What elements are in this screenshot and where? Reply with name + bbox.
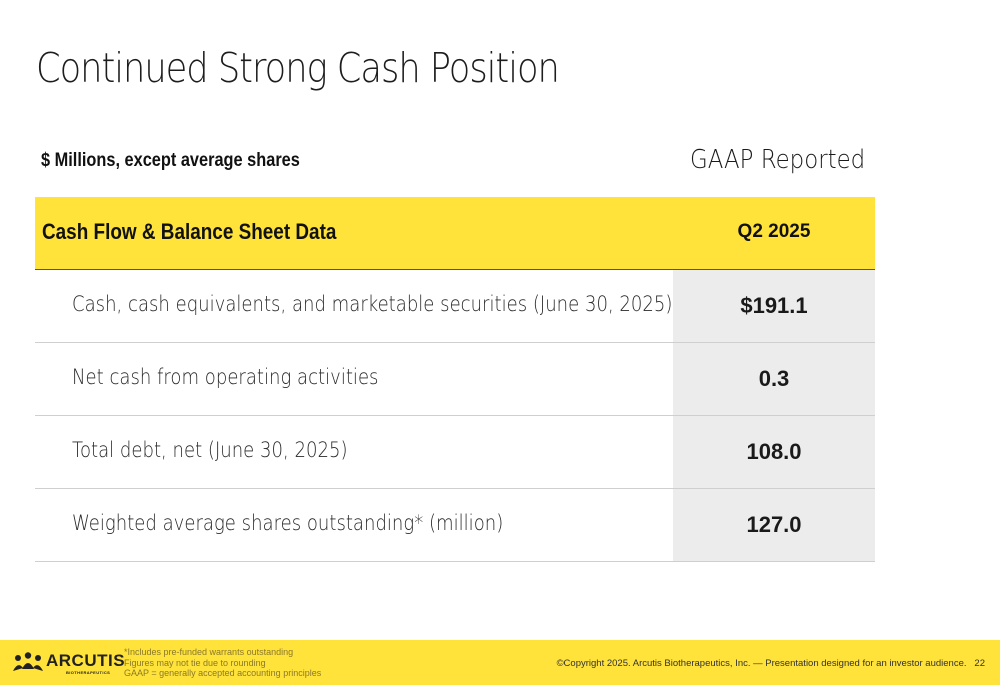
table-row: Total debt, net (June 30, 2025) 108.0: [35, 416, 875, 489]
page-title: Continued Strong Cash Position: [36, 44, 560, 92]
logo-wordmark: ARCUTIS: [46, 651, 126, 670]
row-value: 0.3: [673, 343, 875, 415]
arcutis-logo: ARCUTIS BIOTHERAPEUTICS: [12, 650, 125, 676]
gaap-label: GAAP Reported: [690, 145, 866, 175]
table-header-label: Cash Flow & Balance Sheet Data: [42, 219, 337, 244]
footnote: *Includes pre-funded warrants outstandin…: [124, 647, 294, 657]
row-label: Total debt, net (June 30, 2025): [72, 438, 348, 462]
table-header: Cash Flow & Balance Sheet Data Q2 2025: [35, 197, 875, 270]
table-row: Net cash from operating activities 0.3: [35, 343, 875, 416]
row-value: $191.1: [673, 270, 875, 342]
row-label: Net cash from operating activities: [72, 365, 379, 389]
arcutis-people-logo-icon: [13, 652, 43, 671]
logo-subtitle: BIOTHERAPEUTICS: [66, 670, 111, 675]
table-row: Cash, cash equivalents, and marketable s…: [35, 270, 875, 343]
copyright-text: ©Copyright 2025. Arcutis Biotherapeutics…: [556, 658, 967, 669]
footnote: GAAP = generally accepted accounting pri…: [124, 668, 322, 678]
row-value: 108.0: [673, 416, 875, 488]
table-header-column: Q2 2025: [737, 221, 811, 242]
copyright-line: ©Copyright 2025. Arcutis Biotherapeutics…: [557, 658, 985, 669]
table-row: Weighted average shares outstanding* (mi…: [35, 489, 875, 562]
page-number: 22: [974, 658, 985, 669]
row-label: Weighted average shares outstanding* (mi…: [72, 511, 504, 535]
financial-table: Cash Flow & Balance Sheet Data Q2 2025 C…: [35, 197, 875, 562]
units-label: $ Millions, except average shares: [41, 150, 300, 171]
footnotes: *Includes pre-funded warrants outstandin…: [124, 647, 321, 679]
row-value: 127.0: [673, 489, 875, 561]
footnote: Figures may not tie due to rounding: [124, 657, 266, 668]
footer-bar: ARCUTIS BIOTHERAPEUTICS *Includes pre-fu…: [0, 640, 1000, 685]
row-label: Cash, cash equivalents, and marketable s…: [72, 292, 673, 316]
